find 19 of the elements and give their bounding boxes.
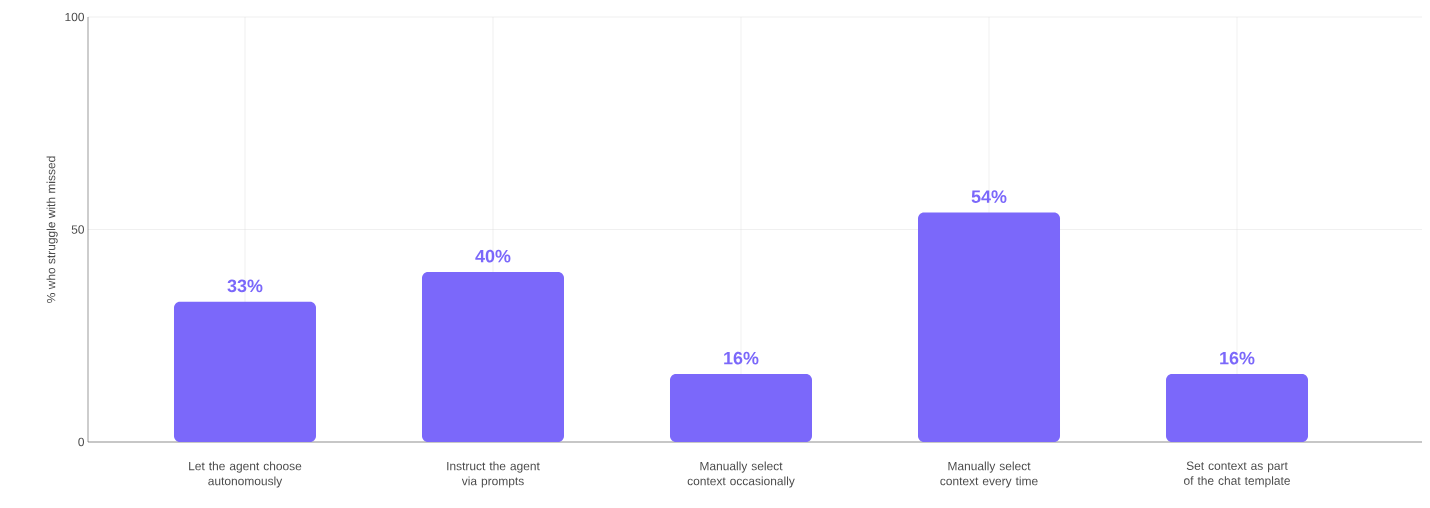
- y-tick-label: 50: [71, 225, 85, 234]
- y-tick-label: 100: [65, 12, 85, 22]
- bar: [1166, 374, 1309, 442]
- x-tick-label: Set context as part of the chat template: [1184, 461, 1290, 488]
- x-tick-label: Instruct the agent via prompts: [447, 461, 540, 488]
- x-tick-label: Manually select context every time: [940, 461, 1038, 488]
- x-tick-label: Manually select context occasionally: [687, 461, 795, 488]
- bar: [918, 212, 1060, 442]
- y-axis-title: % who struggle with missed: [46, 156, 58, 303]
- data-label: 40%: [475, 249, 511, 263]
- data-label: 54%: [971, 190, 1007, 203]
- data-label: 16%: [724, 351, 759, 365]
- data-label: 16%: [1220, 351, 1255, 365]
- data-label: 33%: [227, 279, 263, 293]
- y-tick-label: 0: [78, 437, 85, 447]
- x-tick-label: Let the agent choose autonomously: [189, 461, 302, 488]
- bar: [421, 272, 564, 442]
- bar: [173, 301, 316, 442]
- bar: [670, 374, 812, 442]
